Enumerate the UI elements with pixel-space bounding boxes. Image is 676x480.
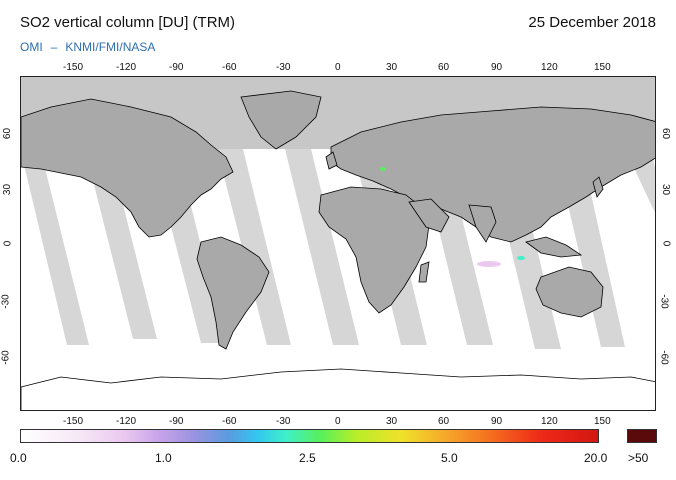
indian-subcontinent <box>468 204 497 243</box>
madagascar <box>418 261 430 283</box>
colorbar-label: 0.0 <box>10 451 27 465</box>
lat-tick-left: 30 <box>2 183 14 196</box>
orbit-gap-swath <box>217 149 291 345</box>
lon-tick-top: 0 <box>335 62 341 73</box>
south-america <box>196 236 270 350</box>
credit-organizations: KNMI/FMI/NASA <box>65 40 156 54</box>
lon-tick-top: -150 <box>63 62 84 73</box>
colorbar-label: 5.0 <box>441 451 458 465</box>
so2-plume-indian-ocean <box>477 261 501 267</box>
credit-instrument: OMI <box>20 40 43 54</box>
japan <box>592 176 604 198</box>
so2-plume-mediterranean <box>380 167 386 171</box>
land-masses <box>21 90 655 410</box>
lat-tick-right: 0 <box>660 240 672 247</box>
lat-tick-left: -60 <box>0 350 12 365</box>
lon-tick-top: -60 <box>222 62 237 73</box>
lat-tick-right: 30 <box>660 183 672 196</box>
colorbar-gradient <box>20 429 599 443</box>
lon-tick-bottom: -60 <box>222 416 237 427</box>
colorbar-label: 1.0 <box>155 451 172 465</box>
lon-tick-top: -90 <box>169 62 184 73</box>
so2-plume-indonesia <box>517 256 525 260</box>
arabian-peninsula <box>408 198 450 233</box>
lat-tick-left: -30 <box>0 294 12 309</box>
lat-tick-left: 60 <box>2 127 14 140</box>
orbit-gap-swath <box>21 152 89 345</box>
maritime-southeast-asia <box>525 236 583 258</box>
lon-tick-bottom: -150 <box>63 416 84 427</box>
africa <box>318 186 430 314</box>
lon-tick-bottom: -90 <box>169 416 184 427</box>
colorbar-label: 20.0 <box>584 451 608 465</box>
lon-tick-top: 120 <box>541 62 558 73</box>
eurasia <box>330 106 655 243</box>
lon-tick-top: 60 <box>438 62 450 73</box>
map-title: SO2 vertical column [DU] (TRM) <box>20 14 236 31</box>
lon-tick-bottom: 120 <box>541 416 558 427</box>
lon-tick-top: -120 <box>116 62 137 73</box>
lon-tick-bottom: -30 <box>276 416 291 427</box>
lon-tick-top: 90 <box>491 62 503 73</box>
lon-tick-bottom: 150 <box>594 416 611 427</box>
orbit-gap-swath <box>85 149 157 339</box>
lon-tick-bottom: 60 <box>438 416 450 427</box>
so2-signals <box>380 167 525 267</box>
colorbar-max-label: >50 <box>628 451 649 465</box>
lon-tick-bottom: 30 <box>386 416 398 427</box>
world-map-svg <box>21 77 655 410</box>
credit-line: OMI – KNMI/FMI/NASA <box>20 40 155 54</box>
lat-tick-left: 0 <box>2 240 14 247</box>
lat-tick-right: -60 <box>658 350 670 365</box>
world-map <box>20 76 656 411</box>
greenland <box>240 90 322 150</box>
united-kingdom <box>325 151 338 170</box>
north-america <box>21 98 234 238</box>
lon-tick-bottom: -120 <box>116 416 137 427</box>
lat-tick-right: 60 <box>660 127 672 140</box>
antarctica <box>21 368 655 410</box>
orbit-gap-swath <box>285 149 359 345</box>
lon-tick-bottom: 90 <box>491 416 503 427</box>
lon-tick-top: 150 <box>594 62 611 73</box>
australia <box>535 266 604 318</box>
lon-tick-bottom: 0 <box>335 416 341 427</box>
map-date: 25 December 2018 <box>528 14 656 31</box>
lon-tick-top: 30 <box>386 62 398 73</box>
lon-tick-top: -30 <box>276 62 291 73</box>
colorbar-max-swatch <box>627 429 657 443</box>
colorbar-label: 2.5 <box>299 451 316 465</box>
credit-separator: – <box>50 40 58 54</box>
lat-tick-right: -30 <box>658 294 670 309</box>
